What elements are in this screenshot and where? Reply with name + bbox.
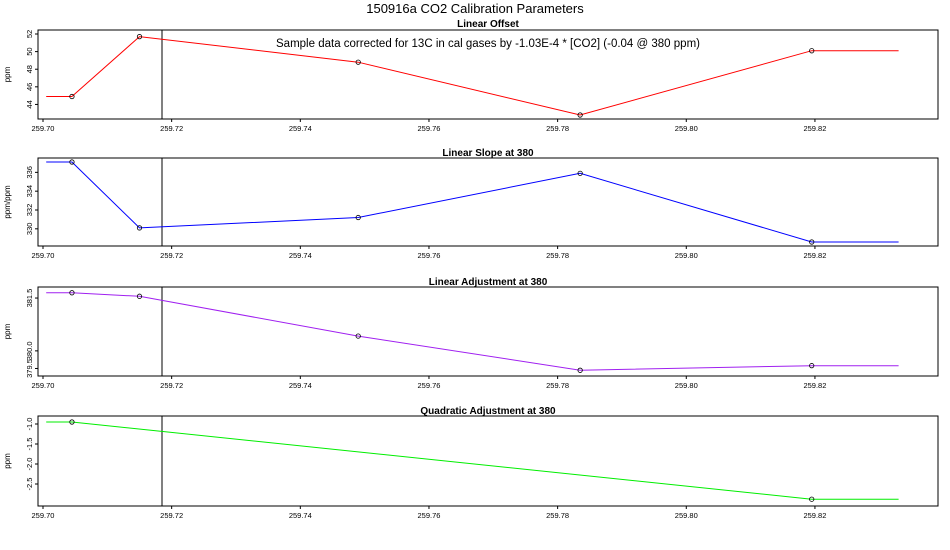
series-line xyxy=(46,421,899,500)
x-tick-label: 259.74 xyxy=(289,251,312,260)
y-axis-label: ppm xyxy=(3,453,12,469)
y-tick-label: 334 xyxy=(25,185,34,198)
y-axis-label: ppm/ppm xyxy=(3,185,12,219)
x-tick-label: 259.76 xyxy=(417,251,440,260)
x-tick-label: 259.78 xyxy=(546,124,569,133)
y-tick-label: 46 xyxy=(25,83,34,91)
data-point xyxy=(136,225,143,231)
data-point xyxy=(355,333,361,339)
panel-4: Quadratic Adjustment at 380 ppm 259.70 259.… xyxy=(3,406,939,520)
figure-title: 150916a CO2 Calibration Parameters xyxy=(366,1,584,16)
panel-2: Linear Slope at 380 ppm/ppm 259.70 259.72 25… xyxy=(3,148,939,260)
y-tick-label: 379.5 xyxy=(25,359,34,378)
x-tick-label: 259.80 xyxy=(675,251,698,260)
x-tick-label: 259.76 xyxy=(417,124,440,133)
series-line xyxy=(46,36,899,116)
y-tick-label: 332 xyxy=(25,204,34,217)
data-point xyxy=(355,59,361,65)
x-tick-label: 259.72 xyxy=(160,381,183,390)
x-tick-label: 259.80 xyxy=(675,124,698,133)
panel-title: Linear Offset xyxy=(457,19,519,30)
x-tick-label: 259.72 xyxy=(160,511,183,520)
data-point xyxy=(69,419,75,425)
x-tick-label: 259.72 xyxy=(160,251,183,260)
correction-annotation: Sample data corrected for 13C in cal gas… xyxy=(276,38,700,50)
x-tick-label: 259.70 xyxy=(32,124,55,133)
x-tick-label: 259.80 xyxy=(675,381,698,390)
y-tick-label: 330 xyxy=(25,223,34,236)
x-tick-label: 259.82 xyxy=(803,511,826,520)
x-tick-label: 259.78 xyxy=(546,251,569,260)
data-point xyxy=(577,367,583,373)
panel-title: Quadratic Adjustment at 380 xyxy=(420,406,556,417)
y-tick-label: -1.5 xyxy=(25,438,34,451)
panel-title: Linear Slope at 380 xyxy=(442,148,534,159)
y-tick-label: 380.0 xyxy=(25,341,34,360)
data-point xyxy=(577,170,583,176)
plot-frame xyxy=(37,29,939,120)
x-tick-label: 259.74 xyxy=(289,381,312,390)
y-tick-label: -1.0 xyxy=(25,418,34,431)
panel-title: Linear Adjustment at 380 xyxy=(429,277,548,288)
x-tick-label: 259.82 xyxy=(803,251,826,260)
panel-1: Linear Offset ppm 259.70 259.72 259.74 259.76… xyxy=(3,19,939,133)
y-tick-label: 48 xyxy=(25,65,34,73)
data-point xyxy=(809,496,815,502)
y-axis-label: ppm xyxy=(3,66,12,82)
x-tick-label: 259.70 xyxy=(32,511,55,520)
x-tick-label: 259.72 xyxy=(160,124,183,133)
x-tick-label: 259.76 xyxy=(417,511,440,520)
data-point xyxy=(577,112,583,118)
plot-frame xyxy=(37,157,939,247)
x-tick-label: 259.82 xyxy=(803,124,826,133)
data-point xyxy=(69,159,75,165)
x-tick-label: 259.78 xyxy=(546,381,569,390)
y-axis-label: ppm xyxy=(3,323,12,339)
series-line xyxy=(46,292,899,371)
y-tick-label: 44 xyxy=(25,100,34,108)
plot-frame xyxy=(37,286,939,377)
y-tick-label: -2.5 xyxy=(25,478,34,491)
data-point xyxy=(136,34,143,40)
data-point xyxy=(136,293,143,299)
data-point xyxy=(69,93,75,100)
y-tick-label: 381.5 xyxy=(25,289,34,308)
data-point xyxy=(809,48,815,54)
data-point xyxy=(809,363,815,369)
plot-frame xyxy=(37,415,939,507)
x-tick-label: 259.70 xyxy=(32,381,55,390)
data-point xyxy=(355,214,361,221)
x-tick-label: 259.76 xyxy=(417,381,440,390)
x-tick-label: 259.74 xyxy=(289,124,312,133)
x-tick-label: 259.78 xyxy=(546,511,569,520)
data-point xyxy=(809,239,815,245)
x-tick-label: 259.80 xyxy=(675,511,698,520)
y-tick-label: 52 xyxy=(25,30,34,38)
data-point xyxy=(69,290,75,296)
y-tick-label: -2.0 xyxy=(25,458,34,471)
x-tick-label: 259.70 xyxy=(32,251,55,260)
y-tick-label: 50 xyxy=(25,47,34,55)
series-line xyxy=(46,161,899,243)
y-tick-label: 336 xyxy=(25,166,34,179)
x-tick-label: 259.74 xyxy=(289,511,312,520)
panel-3: Linear Adjustment at 380 ppm 259.70 259.72 2… xyxy=(3,277,939,390)
x-tick-label: 259.82 xyxy=(803,381,826,390)
